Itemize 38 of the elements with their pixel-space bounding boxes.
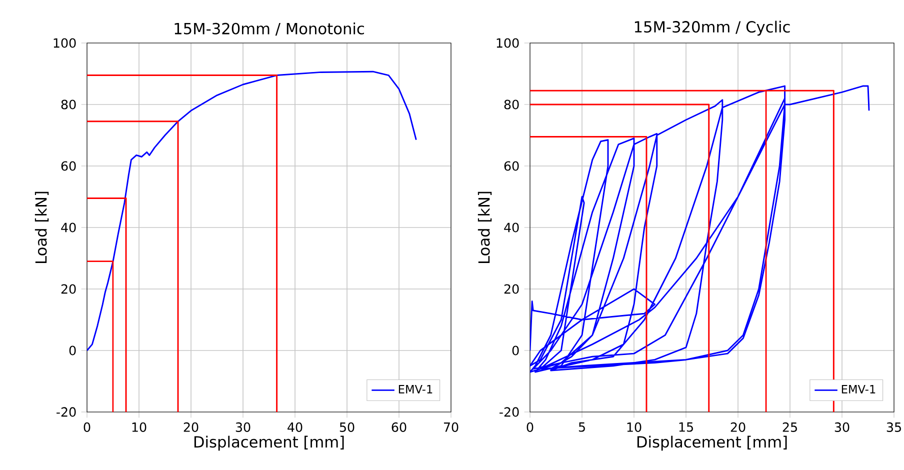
y-tick-label: 0: [69, 346, 76, 356]
y-tick-label: 60: [61, 161, 76, 171]
x-tick-label: 0: [526, 422, 534, 432]
y-tick-label: 20: [61, 284, 76, 294]
x-tick-label: 70: [444, 422, 458, 432]
x-tick-label: 10: [627, 422, 642, 432]
x-tick-label: 30: [236, 422, 250, 432]
y-tick-label: 80: [504, 100, 519, 110]
y-tick-label: 100: [496, 38, 519, 48]
x-tick-label: 5: [578, 422, 585, 432]
y-tick-label: 80: [61, 100, 76, 110]
y-tick-label: 40: [504, 222, 519, 232]
chart-title: 15M-320mm / Cyclic: [634, 20, 790, 36]
y-tick-label: 20: [504, 284, 519, 294]
legend-label: EMV-1: [842, 385, 876, 394]
legend-label: EMV-1: [398, 385, 432, 394]
y-tick-label: -20: [500, 407, 519, 417]
x-tick-label: 60: [392, 422, 406, 432]
y-tick-label: -20: [56, 407, 76, 417]
x-tick-label: 0: [84, 422, 90, 432]
x-tick-label: 30: [834, 422, 850, 432]
y-tick-label: 100: [54, 38, 76, 48]
x-tick-label: 40: [288, 422, 302, 432]
x-tick-label: 50: [340, 422, 354, 432]
x-tick-label: 35: [886, 422, 901, 432]
x-tick-label: 20: [184, 422, 198, 432]
x-axis-title: Displacement [mm]: [194, 436, 344, 451]
x-tick-label: 15: [679, 422, 693, 432]
y-axis-title: Load [kN]: [34, 192, 49, 263]
x-axis-title: Displacement [mm]: [637, 436, 787, 451]
y-axis-title: Load [kN]: [478, 192, 492, 263]
y-tick-label: 40: [61, 222, 76, 232]
y-tick-label: 60: [504, 161, 519, 171]
x-tick-label: 20: [730, 422, 746, 432]
x-tick-label: 10: [132, 422, 146, 432]
y-tick-label: 0: [512, 346, 519, 356]
chart-title: 15M-320mm / Monotonic: [174, 22, 364, 36]
x-tick-label: 25: [782, 422, 797, 432]
